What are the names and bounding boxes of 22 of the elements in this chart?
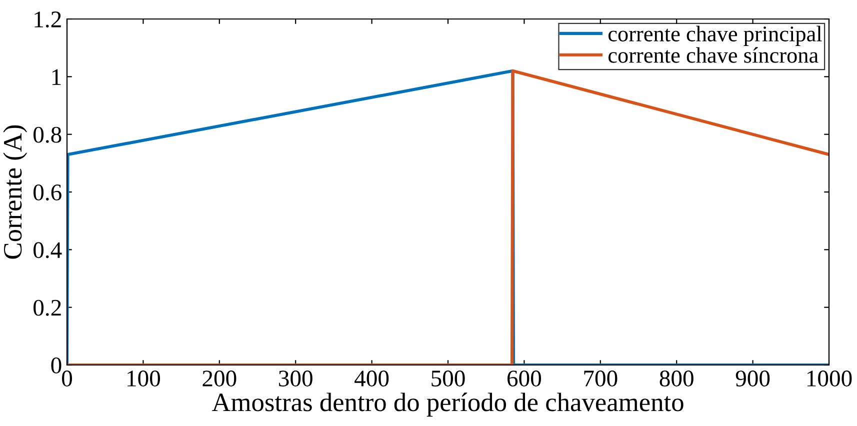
x-tick-label: 0 [62, 370, 72, 386]
x-tick-label: 400 [354, 370, 389, 386]
x-tick-label: 700 [584, 370, 618, 386]
x-tick-label: 500 [432, 370, 465, 386]
x-tick-label: 1000 [807, 370, 852, 386]
x-tick-label: 600 [508, 370, 542, 386]
x-tick-label: 300 [279, 370, 312, 386]
x-tick-label: 800 [660, 370, 694, 386]
x-axis-title: Amostras dentro do período de chaveamento [212, 392, 684, 417]
y-tick-label: 0.6 [34, 184, 62, 201]
x-tick-label: 900 [736, 370, 770, 386]
y-tick-label: 1.2 [34, 12, 61, 28]
y-tick-label: 0.2 [34, 300, 61, 316]
legend-label: corrente chave síncrona [608, 47, 818, 63]
y-tick-label: 0.4 [34, 242, 62, 258]
legend-label: corrente chave principal [608, 26, 822, 46]
y-tick-label: 1 [52, 69, 61, 85]
x-tick-label: 100 [128, 370, 160, 386]
y-tick-label: 0 [51, 357, 62, 374]
y-tick-label: 0.8 [34, 126, 62, 143]
x-tick-label: 200 [202, 370, 236, 386]
y-axis-title: Corrente (A) [3, 125, 28, 259]
